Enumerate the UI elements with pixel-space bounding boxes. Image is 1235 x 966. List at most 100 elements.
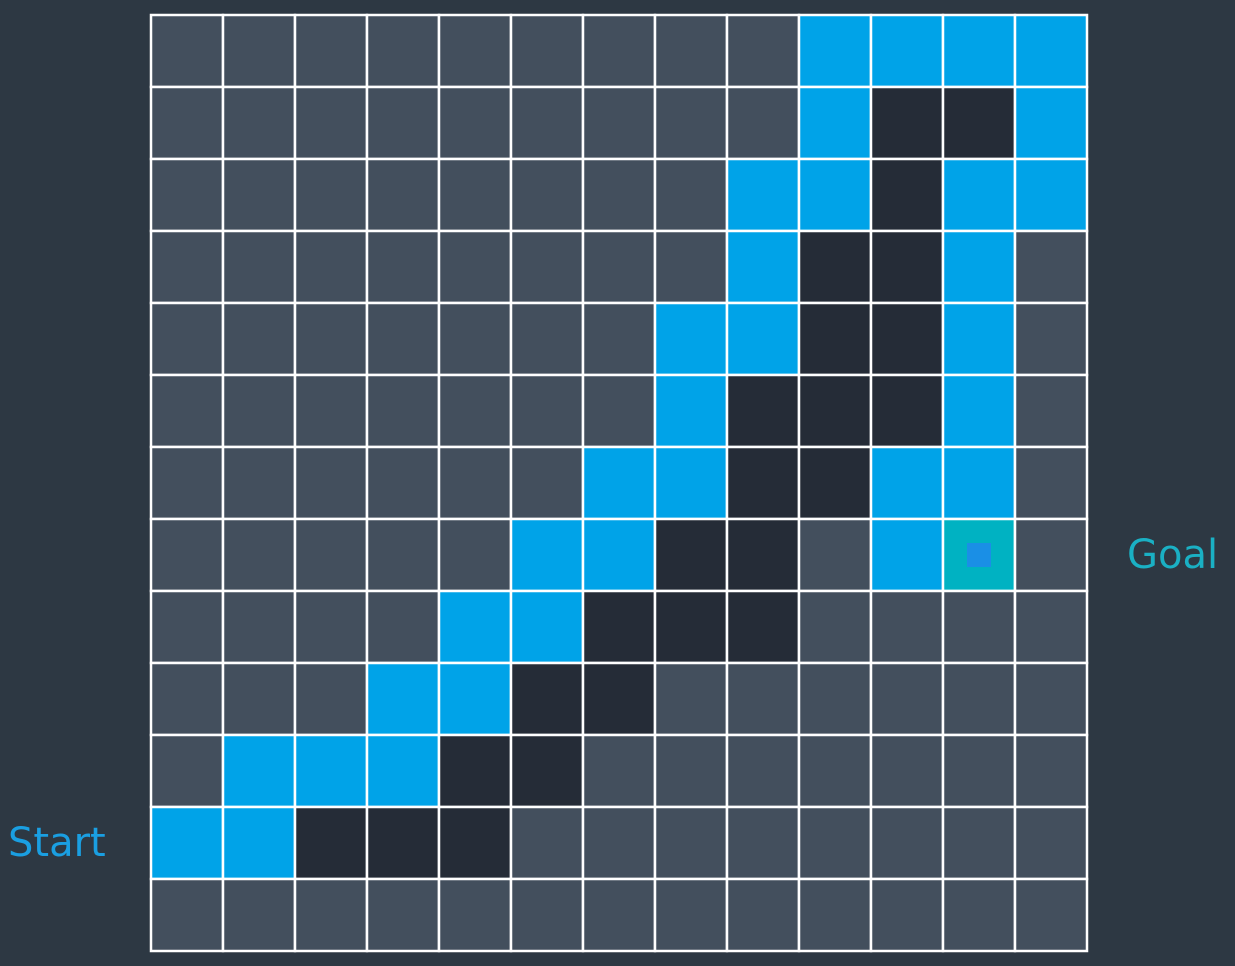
empty-cell	[365, 373, 441, 449]
empty-cell	[221, 85, 297, 161]
empty-cell	[725, 661, 801, 737]
path-cell	[725, 157, 801, 233]
path-cell	[365, 661, 441, 737]
empty-cell	[1013, 733, 1089, 809]
explored-cell	[725, 445, 801, 521]
empty-cell	[581, 85, 657, 161]
empty-cell	[869, 877, 945, 953]
empty-cell	[581, 733, 657, 809]
empty-cell	[725, 13, 801, 89]
empty-cell	[869, 805, 945, 881]
empty-cell	[221, 877, 297, 953]
empty-cell	[365, 301, 441, 377]
path-cell	[1013, 13, 1089, 89]
empty-cell	[509, 445, 585, 521]
explored-cell	[509, 661, 585, 737]
empty-cell	[293, 373, 369, 449]
empty-cell	[293, 157, 369, 233]
path-cell	[941, 229, 1017, 305]
empty-cell	[365, 877, 441, 953]
explored-cell	[653, 589, 729, 665]
path-cell	[941, 13, 1017, 89]
empty-cell	[293, 517, 369, 593]
path-cell	[509, 589, 585, 665]
empty-cell	[1013, 229, 1089, 305]
path-cell	[149, 805, 225, 881]
empty-cell	[1013, 877, 1089, 953]
empty-cell	[221, 229, 297, 305]
empty-cell	[221, 157, 297, 233]
explored-cell	[437, 733, 513, 809]
empty-cell	[437, 229, 513, 305]
empty-cell	[365, 517, 441, 593]
empty-cell	[941, 589, 1017, 665]
path-cell	[725, 301, 801, 377]
empty-cell	[365, 13, 441, 89]
empty-cell	[797, 877, 873, 953]
empty-cell	[1013, 517, 1089, 593]
empty-cell	[653, 877, 729, 953]
empty-cell	[293, 301, 369, 377]
empty-cell	[581, 805, 657, 881]
empty-cell	[437, 301, 513, 377]
empty-cell	[941, 733, 1017, 809]
explored-cell	[581, 589, 657, 665]
explored-cell	[797, 373, 873, 449]
empty-cell	[293, 445, 369, 521]
path-cell	[437, 589, 513, 665]
path-cell	[797, 13, 873, 89]
explored-cell	[869, 157, 945, 233]
path-cell	[221, 805, 297, 881]
path-cell	[1013, 157, 1089, 233]
explored-cell	[797, 301, 873, 377]
path-cell	[941, 373, 1017, 449]
empty-cell	[149, 517, 225, 593]
path-cell	[581, 517, 657, 593]
explored-cell	[725, 517, 801, 593]
empty-cell	[293, 85, 369, 161]
explored-cell	[725, 589, 801, 665]
path-cell	[941, 445, 1017, 521]
empty-cell	[365, 229, 441, 305]
path-cell	[869, 517, 945, 593]
path-cell	[365, 733, 441, 809]
empty-cell	[581, 301, 657, 377]
empty-cell	[869, 661, 945, 737]
empty-cell	[509, 157, 585, 233]
path-cell	[437, 661, 513, 737]
empty-cell	[221, 373, 297, 449]
empty-cell	[725, 877, 801, 953]
empty-cell	[1013, 301, 1089, 377]
empty-cell	[941, 877, 1017, 953]
empty-cell	[725, 805, 801, 881]
empty-cell	[797, 805, 873, 881]
empty-cell	[1013, 373, 1089, 449]
empty-cell	[149, 13, 225, 89]
path-cell	[653, 301, 729, 377]
empty-cell	[869, 733, 945, 809]
empty-cell	[437, 445, 513, 521]
empty-cell	[149, 877, 225, 953]
empty-cell	[509, 85, 585, 161]
empty-cell	[797, 589, 873, 665]
empty-cell	[293, 13, 369, 89]
path-cell	[1013, 85, 1089, 161]
empty-cell	[509, 877, 585, 953]
empty-cell	[365, 589, 441, 665]
empty-cell	[365, 157, 441, 233]
empty-cell	[581, 13, 657, 89]
empty-cell	[149, 733, 225, 809]
empty-cell	[149, 301, 225, 377]
path-cell	[725, 229, 801, 305]
empty-cell	[1013, 589, 1089, 665]
explored-cell	[797, 229, 873, 305]
empty-cell	[509, 805, 585, 881]
empty-cell	[653, 13, 729, 89]
empty-cell	[509, 373, 585, 449]
empty-cell	[797, 733, 873, 809]
explored-cell	[653, 517, 729, 593]
empty-cell	[221, 13, 297, 89]
empty-cell	[797, 661, 873, 737]
path-cell	[293, 733, 369, 809]
empty-cell	[221, 445, 297, 521]
